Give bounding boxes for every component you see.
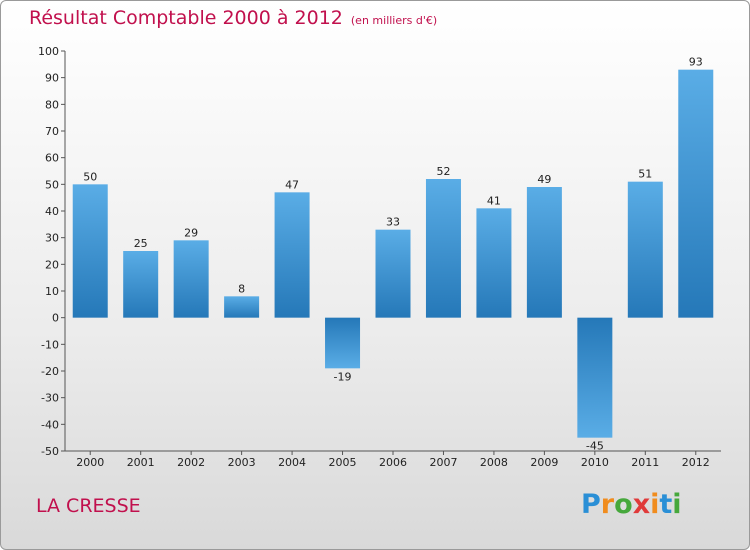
x-tick-label-2009: 2009 [530,456,558,469]
chart-subtitle: (en milliers d'€) [350,14,438,27]
x-tick-label-2011: 2011 [631,456,659,469]
bar-2000 [72,184,108,318]
proxiti-logo: Proxiti [581,489,682,520]
x-tick-label-2002: 2002 [177,456,205,469]
logo-letter: P [581,489,601,520]
y-tick-label: 0 [52,312,59,325]
bar-2009 [526,187,562,318]
logo-letter: t [659,489,673,520]
bar-2004 [274,192,310,318]
y-tick-label: -40 [41,418,59,431]
data-label-2001: 25 [134,237,148,250]
data-label-2011: 51 [638,168,652,181]
data-label-2009: 49 [537,173,551,186]
y-tick-label: 30 [45,232,59,245]
logo-letter: x [632,489,651,520]
bar-2002 [173,240,209,318]
bar-2005 [325,317,361,369]
data-label-2008: 41 [487,194,501,207]
x-tick-label-2001: 2001 [127,456,155,469]
bar-2001 [123,251,159,318]
chart-title: Résultat Comptable 2000 à 2012 [29,7,343,29]
x-tick-label-2006: 2006 [379,456,407,469]
bar-2010 [577,317,613,438]
y-tick-label: 80 [45,98,59,111]
x-tick-label-2003: 2003 [228,456,256,469]
logo-letter: r [600,489,615,520]
y-tick-label: 10 [45,285,59,298]
data-label-2012: 93 [689,56,703,69]
x-tick-label-2000: 2000 [76,456,104,469]
y-tick-label: 70 [45,125,59,138]
x-tick-label-2010: 2010 [581,456,609,469]
x-tick-label-2012: 2012 [682,456,710,469]
y-tick-label: -20 [41,365,59,378]
chart-title-block: Résultat Comptable 2000 à 2012 (en millie… [29,7,437,29]
commune-name: LA CRESSE [36,495,141,517]
data-label-2003: 8 [238,282,245,295]
logo-letter: i [672,489,682,520]
y-tick-label: 60 [45,152,59,165]
data-label-2010: -45 [586,440,604,453]
y-tick-label: 100 [38,45,59,58]
x-tick-label-2004: 2004 [278,456,306,469]
bar-2011 [627,181,663,318]
y-tick-label: -50 [41,445,59,458]
y-tick-label: 50 [45,178,59,191]
x-tick-label-2008: 2008 [480,456,508,469]
bar-2003 [224,296,260,318]
bar-2008 [476,208,512,318]
bar-2012 [678,69,714,318]
x-tick-label-2007: 2007 [429,456,457,469]
x-tick-label-2005: 2005 [329,456,357,469]
bar-2006 [375,229,411,318]
y-tick-label: 90 [45,72,59,85]
y-tick-label: -10 [41,338,59,351]
y-tick-label: 20 [45,258,59,271]
data-label-2004: 47 [285,178,299,191]
data-label-2000: 50 [83,170,97,183]
logo-letter: i [650,489,660,520]
data-label-2002: 29 [184,226,198,239]
logo-letter: o [614,489,633,520]
bar-2007 [425,179,461,318]
data-label-2005: -19 [334,370,352,383]
y-tick-label: -30 [41,392,59,405]
data-label-2006: 33 [386,216,400,229]
y-tick-label: 40 [45,205,59,218]
data-label-2007: 52 [436,165,450,178]
